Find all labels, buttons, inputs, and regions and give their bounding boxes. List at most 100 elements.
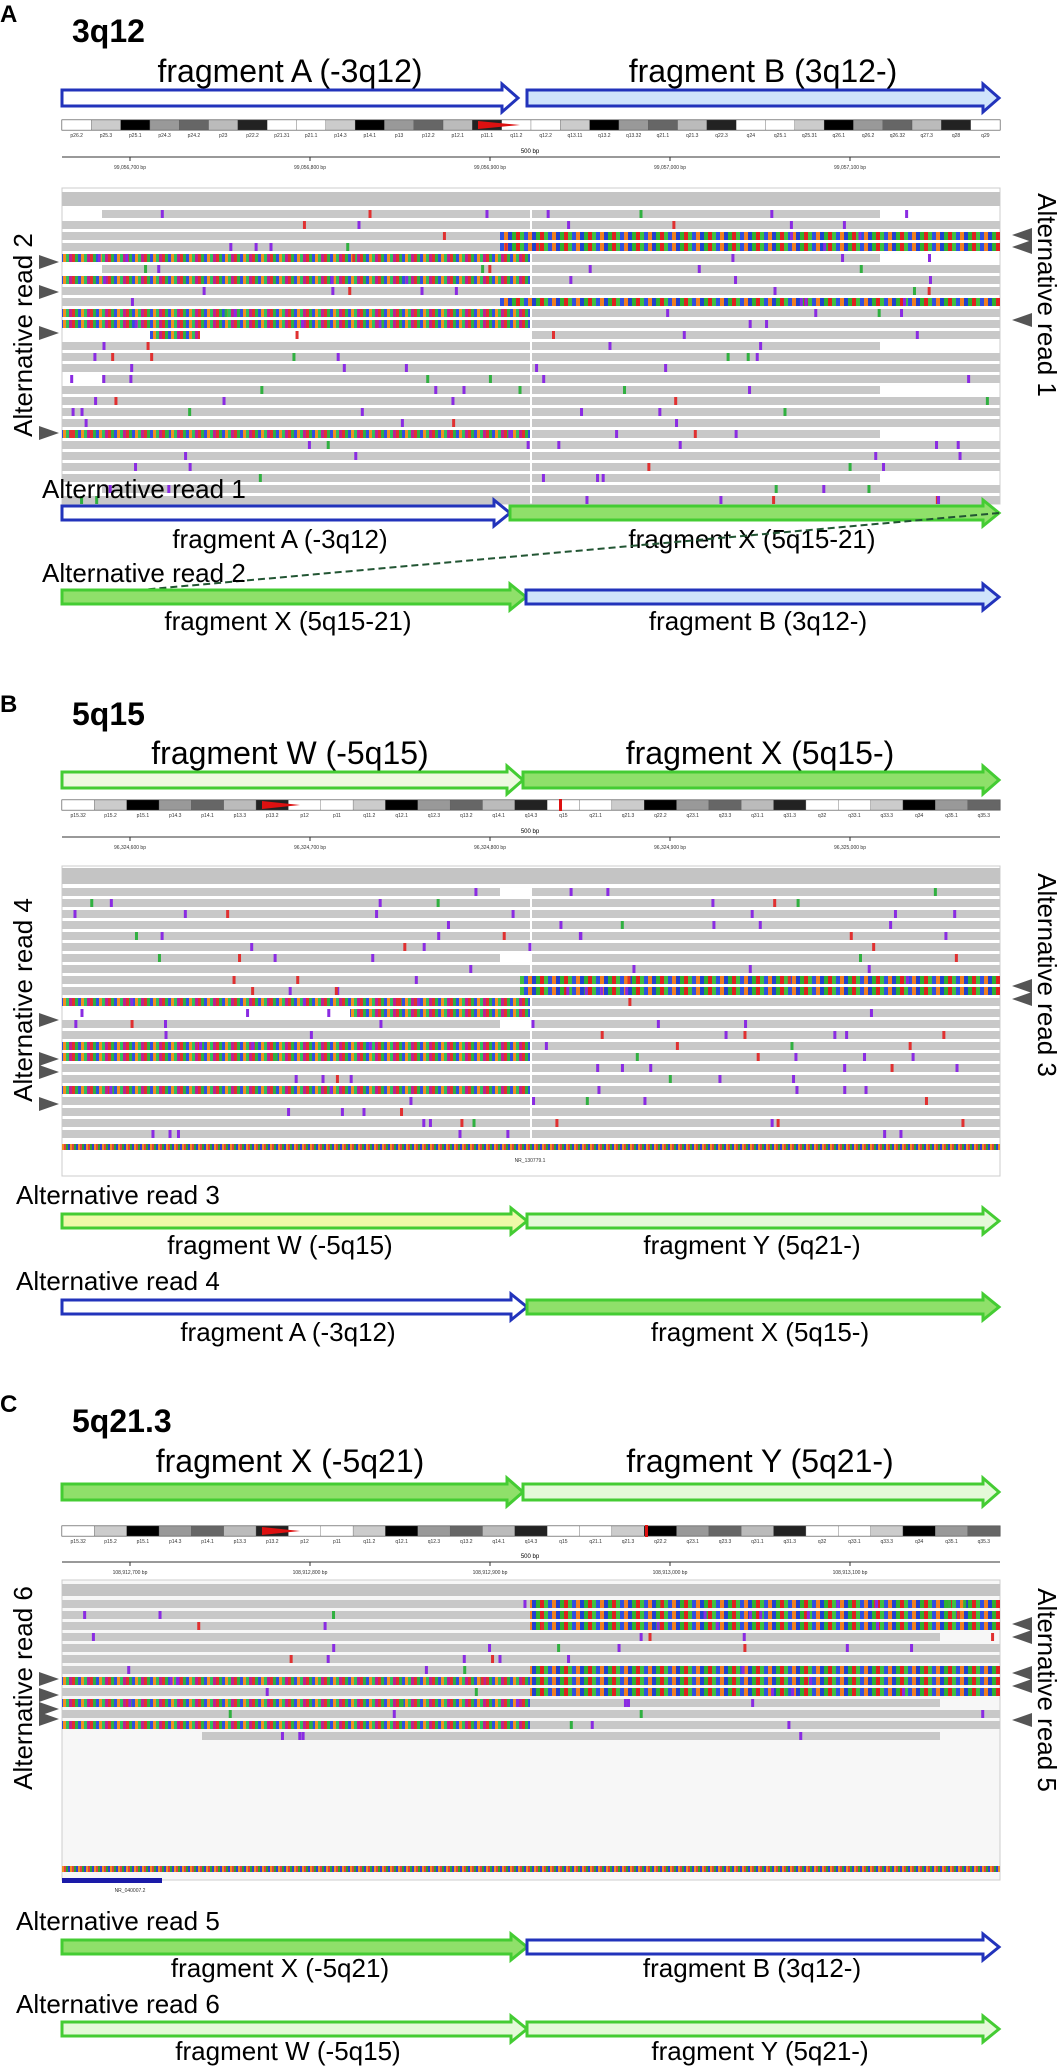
band-label: q35.3 [978, 1539, 991, 1545]
aligned-read [532, 998, 1000, 1006]
mismatch [102, 375, 106, 383]
mismatch [229, 243, 233, 251]
mismatch [502, 932, 506, 940]
mismatch [956, 441, 960, 449]
mismatch [400, 1699, 404, 1707]
mismatch [845, 1031, 849, 1039]
mismatch [848, 463, 852, 471]
panel-letter: B [0, 691, 17, 718]
band-label: q21.3 [622, 813, 635, 819]
mismatch [91, 1633, 95, 1641]
aligned-read [532, 1130, 1000, 1138]
mismatch [785, 1688, 789, 1696]
aligned-read [62, 452, 530, 460]
mismatch [103, 276, 107, 284]
locus-marker [559, 799, 562, 811]
mismatch [403, 943, 407, 951]
mismatch [80, 496, 84, 504]
aligned-read [532, 287, 1000, 295]
aligned-read [62, 888, 500, 896]
mismatch [183, 910, 187, 918]
mismatch [985, 397, 989, 405]
mismatch [375, 910, 379, 918]
band-label: p22.2 [246, 133, 259, 139]
locus-title: 5q21.3 [72, 1403, 172, 1439]
ruler-tick: 96,324,900 bp [654, 845, 686, 851]
aligned-read [530, 1644, 1000, 1652]
mismatch [404, 364, 408, 372]
right-side-label: Alternative read 3 [1032, 873, 1060, 1077]
read-right-text: fragment X (5q15-21) [628, 524, 875, 554]
mismatch [719, 496, 723, 504]
mismatch [789, 221, 793, 229]
read-arrow-right [525, 1204, 1002, 1238]
band-labels: p15.32 p15.2 p15.1 p14.3 p14.1 p13.3 p13.2 p12 p… [71, 1539, 991, 1545]
aligned-read [530, 1721, 1000, 1729]
mismatch [791, 1688, 795, 1696]
mismatch [289, 1655, 293, 1663]
aligned-read [530, 1655, 1000, 1663]
mismatch [434, 386, 438, 394]
panel-b: B 5q15 fragment W (-5q15) fragment X (5q… [0, 691, 1060, 1347]
aligned-read [532, 364, 1000, 372]
mismatch [658, 408, 662, 416]
aligned-read [62, 320, 530, 328]
band-label: q12.3 [428, 1539, 441, 1545]
mismatch [331, 287, 335, 295]
mismatch [451, 397, 455, 405]
mismatch [224, 309, 228, 317]
mismatch [392, 1710, 396, 1718]
aligned-read [532, 474, 880, 482]
centromere-marker [478, 121, 520, 129]
mismatch [789, 232, 793, 240]
gene-track [62, 1866, 1000, 1872]
band-label: p13.3 [234, 813, 247, 819]
mismatch [893, 910, 897, 918]
band-label: q33.1 [848, 1539, 861, 1545]
mismatch [321, 1075, 325, 1083]
mismatch [130, 1020, 134, 1028]
band-label: q25.1 [774, 133, 787, 139]
panel-letter: A [0, 1, 17, 28]
band-label: q23.1 [686, 1539, 699, 1545]
aligned-read [62, 287, 530, 295]
aligned-read [530, 1710, 1000, 1718]
mismatch [463, 1666, 467, 1674]
gene-track [62, 1144, 1000, 1150]
aligned-read [62, 221, 530, 229]
aligned-read [62, 254, 530, 262]
band-label: p14.3 [334, 133, 347, 139]
mismatch [773, 287, 777, 295]
mismatch [876, 1622, 880, 1630]
mismatch [783, 408, 787, 416]
mismatch [597, 1086, 601, 1094]
mismatch [912, 287, 916, 295]
mismatch [799, 1732, 803, 1740]
mismatch [371, 954, 375, 962]
aligned-read [532, 331, 1000, 339]
mismatch [488, 265, 492, 273]
mismatch [542, 375, 546, 383]
mismatch [585, 1097, 589, 1105]
mismatch [436, 899, 440, 907]
band-label: q32 [818, 813, 827, 819]
band-label: q12.2 [539, 133, 552, 139]
mismatch [596, 1064, 600, 1072]
ruler-tick: 96,324,700 bp [294, 845, 326, 851]
mismatch [511, 910, 515, 918]
mismatch [567, 221, 571, 229]
mismatch [748, 1611, 752, 1619]
mismatch [349, 1075, 353, 1083]
aligned-read [62, 1633, 530, 1641]
mismatch [368, 1042, 372, 1050]
mismatch [712, 921, 716, 929]
aligned-read [150, 331, 200, 339]
mismatch [755, 353, 759, 361]
ruler-scale: 500 bp [521, 829, 540, 835]
mismatch [167, 485, 171, 493]
mismatch [748, 965, 752, 973]
mismatch [927, 254, 931, 262]
mismatch [422, 943, 426, 951]
mismatch [875, 1600, 879, 1608]
mismatch [329, 1086, 333, 1094]
